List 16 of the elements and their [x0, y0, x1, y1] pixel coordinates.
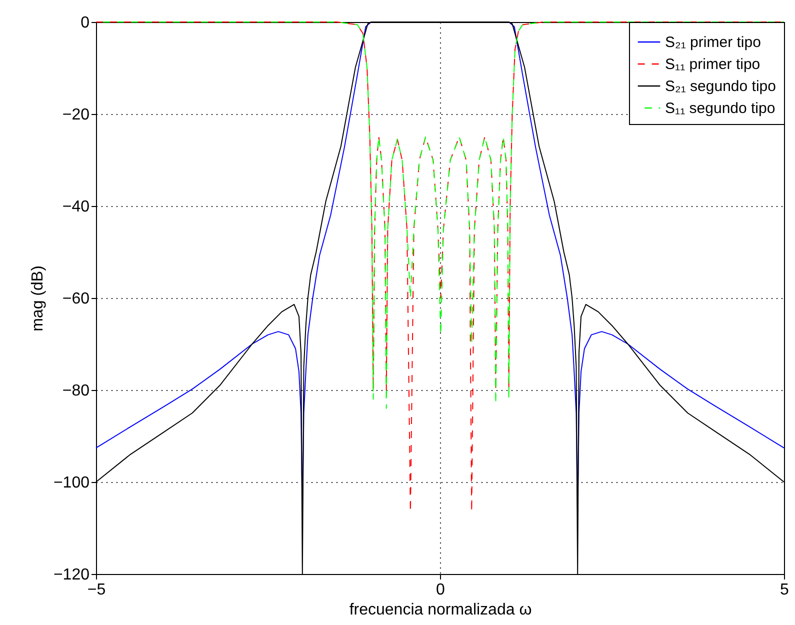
x-tick-label: 5 [780, 582, 790, 598]
y-tick-label: −60 [62, 290, 90, 308]
y-tick-label: −100 [53, 474, 90, 492]
y-tick-label: −120 [53, 566, 90, 584]
y-tick-label: −80 [62, 382, 90, 400]
y-tick-label: −20 [62, 106, 90, 124]
legend-label: S₂₁ primer tipo [665, 34, 761, 51]
y-axis-title: mag (dB) [29, 266, 46, 332]
y-tick-label: 0 [80, 14, 90, 32]
x-axis-title: frecuencia normalizada ω [349, 602, 532, 618]
x-tick-label: 0 [436, 582, 446, 598]
x-tick-label: −5 [87, 582, 106, 598]
legend-label: S₁₁ segundo tipo [665, 100, 776, 117]
legend-label: S₁₁ primer tipo [665, 56, 760, 73]
y-tick-label: −40 [62, 198, 90, 216]
legend-label: S₂₁ segundo tipo [665, 78, 776, 95]
